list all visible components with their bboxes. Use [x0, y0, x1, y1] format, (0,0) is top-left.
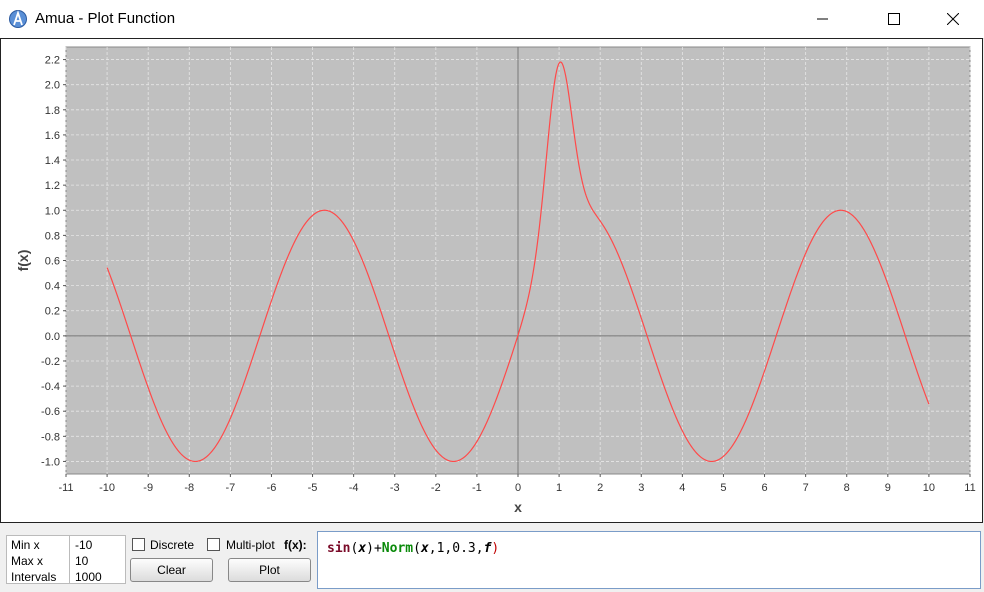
expr-paren: ( — [350, 541, 359, 556]
plot-button[interactable]: Plot — [228, 558, 311, 582]
function-chart[interactable]: -11 -10 -9 -8 -7 -6 -5 -4 -3 -2 -1 0 1 2 3 4 5 6 7 8 9 10 11-1… — [0, 38, 984, 523]
y-tick-label: -0.8 — [41, 431, 60, 443]
close-icon — [947, 13, 959, 25]
expr-sin: sin — [327, 541, 351, 556]
x-tick-label: -6 — [267, 482, 277, 494]
expr-var: x — [358, 541, 367, 556]
intervals-field[interactable]: 1000 — [69, 568, 126, 584]
x-tick-label: 1 — [556, 482, 562, 494]
function-line — [106, 61, 930, 463]
expression-editor[interactable]: sin(x)+Norm(x,1,0.3,f) — [317, 531, 981, 589]
x-tick-label: -4 — [349, 482, 359, 494]
y-tick-label: -0.4 — [41, 381, 60, 393]
x-tick-label: -9 — [143, 482, 153, 494]
x-tick-label: 0 — [515, 482, 521, 494]
y-tick-label: 1.6 — [45, 130, 60, 142]
close-button[interactable] — [930, 0, 976, 38]
x-tick-label: -10 — [99, 482, 115, 494]
amua-app-icon — [9, 10, 27, 28]
discrete-checkbox[interactable] — [132, 538, 145, 551]
y-tick-label: -1.0 — [41, 456, 60, 468]
minimize-button[interactable] — [800, 0, 846, 38]
y-tick-label: 0.0 — [45, 331, 60, 343]
intervals-label: Intervals — [11, 570, 57, 584]
expr-norm: Norm — [381, 541, 414, 556]
x-tick-label: 6 — [761, 482, 767, 494]
x-axis-label: x — [514, 499, 522, 515]
min-x-field[interactable]: -10 — [69, 536, 126, 552]
x-tick-label: 2 — [597, 482, 603, 494]
minimize-icon — [817, 18, 828, 20]
x-tick-label: -2 — [431, 482, 441, 494]
x-tick-label: -11 — [58, 482, 73, 494]
x-tick-label: -5 — [308, 482, 318, 494]
max-x-value: 10 — [75, 554, 89, 568]
y-tick-label: 2.0 — [45, 80, 60, 92]
y-tick-label: 0.8 — [45, 230, 60, 242]
parameters-table: Min x -10 Max x 10 Intervals 1000 — [6, 535, 126, 584]
y-axis-label: f(x) — [15, 250, 31, 272]
x-tick-label: -8 — [184, 482, 194, 494]
y-tick-label: 0.4 — [45, 281, 60, 293]
y-tick-label: 1.0 — [45, 205, 60, 217]
intervals-row: Intervals 1000 — [7, 568, 125, 584]
x-tick-label: -3 — [390, 482, 400, 494]
x-tick-label: 7 — [803, 482, 809, 494]
y-tick-label: 1.8 — [45, 105, 60, 117]
x-tick-label: 9 — [885, 482, 891, 494]
y-tick-label: 2.2 — [45, 55, 60, 67]
y-tick-label: -0.6 — [41, 406, 60, 418]
multiplot-label: Multi-plot — [226, 538, 275, 552]
y-tick-label: 0.6 — [45, 256, 60, 268]
clear-button[interactable]: Clear — [130, 558, 213, 582]
min-x-row: Min x -10 — [7, 536, 125, 552]
intervals-value: 1000 — [75, 570, 102, 584]
expr-paren-close: ) — [491, 541, 500, 556]
max-x-row: Max x 10 — [7, 552, 125, 568]
x-tick-label: -7 — [225, 482, 235, 494]
title-bar: Amua - Plot Function — [0, 0, 984, 39]
x-tick-label: 5 — [720, 482, 726, 494]
window-title: Amua - Plot Function — [35, 10, 176, 27]
expr-plus: + — [373, 541, 382, 556]
x-tick-label: 11 — [964, 482, 975, 494]
y-tick-label: -0.2 — [41, 356, 60, 368]
y-tick-label: 0.2 — [45, 306, 60, 318]
min-x-value: -10 — [75, 538, 93, 552]
fx-label: f(x): — [284, 538, 307, 552]
multiplot-checkbox[interactable] — [207, 538, 220, 551]
max-x-field[interactable]: 10 — [69, 552, 126, 568]
x-tick-label: 4 — [679, 482, 685, 494]
expr-paren: ) — [366, 541, 374, 556]
expr-f-flag: f — [483, 541, 492, 556]
discrete-label: Discrete — [150, 538, 195, 552]
x-tick-label: -1 — [472, 482, 482, 494]
x-tick-label: 8 — [844, 482, 850, 494]
expr-paren: ( — [413, 541, 421, 556]
expr-var: x — [420, 541, 429, 556]
maximize-icon — [888, 13, 900, 25]
y-tick-label: 1.2 — [45, 180, 60, 192]
y-tick-label: 1.4 — [45, 155, 60, 167]
x-tick-label: 10 — [923, 482, 935, 494]
maximize-button[interactable] — [871, 0, 917, 38]
expr-args: ,1,0.3, — [428, 541, 484, 556]
min-x-label: Min x — [11, 538, 40, 552]
x-tick-label: 3 — [638, 482, 644, 494]
expression-text: sin(x)+Norm(x,1,0.3,f) — [327, 541, 499, 556]
max-x-label: Max x — [11, 554, 44, 568]
